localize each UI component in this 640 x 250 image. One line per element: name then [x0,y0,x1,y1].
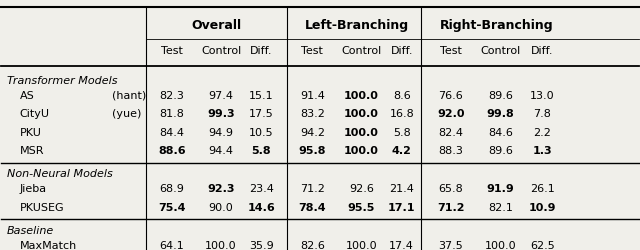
Text: 75.4: 75.4 [158,203,186,213]
Text: Non-Neural Models: Non-Neural Models [7,169,113,179]
Text: (yue): (yue) [113,109,142,119]
Text: 82.3: 82.3 [159,90,184,101]
Text: Test: Test [301,46,323,56]
Text: 14.6: 14.6 [248,203,275,213]
Text: 95.5: 95.5 [348,203,375,213]
Text: MSR: MSR [20,146,44,156]
Text: 100.0: 100.0 [346,240,378,250]
Text: 16.8: 16.8 [389,109,414,119]
Text: PKU: PKU [20,128,42,138]
Text: 35.9: 35.9 [249,240,274,250]
Text: 68.9: 68.9 [159,184,184,194]
Text: Left-Branching: Left-Branching [305,19,409,32]
Text: 91.9: 91.9 [487,184,515,194]
Text: 62.5: 62.5 [530,240,555,250]
Text: Overall: Overall [191,19,242,32]
Text: 82.1: 82.1 [488,203,513,213]
Text: 89.6: 89.6 [488,146,513,156]
Text: Test: Test [161,46,183,56]
Text: 82.4: 82.4 [438,128,463,138]
Text: 95.8: 95.8 [299,146,326,156]
Text: MaxMatch: MaxMatch [20,240,77,250]
Text: 90.0: 90.0 [209,203,234,213]
Text: 17.4: 17.4 [389,240,414,250]
Text: AS: AS [20,90,35,101]
Text: 100.0: 100.0 [205,240,237,250]
Text: 88.6: 88.6 [158,146,186,156]
Text: 13.0: 13.0 [530,90,554,101]
Text: 97.4: 97.4 [209,90,234,101]
Text: 64.1: 64.1 [159,240,184,250]
Text: 99.3: 99.3 [207,109,235,119]
Text: 84.6: 84.6 [488,128,513,138]
Text: Control: Control [341,46,381,56]
Text: 83.2: 83.2 [300,109,324,119]
Text: 94.4: 94.4 [209,146,234,156]
Text: 89.6: 89.6 [488,90,513,101]
Text: Test: Test [440,46,462,56]
Text: 71.2: 71.2 [437,203,465,213]
Text: 100.0: 100.0 [344,90,379,101]
Text: 100.0: 100.0 [344,146,379,156]
Text: 17.5: 17.5 [249,109,274,119]
Text: PKUSEG: PKUSEG [20,203,65,213]
Text: 100.0: 100.0 [344,109,379,119]
Text: 5.8: 5.8 [252,146,271,156]
Text: 100.0: 100.0 [344,128,379,138]
Text: (hant): (hant) [113,90,147,101]
Text: 71.2: 71.2 [300,184,324,194]
Text: 88.3: 88.3 [438,146,463,156]
Text: CityU: CityU [20,109,50,119]
Text: 78.4: 78.4 [298,203,326,213]
Text: 92.0: 92.0 [437,109,465,119]
Text: 8.6: 8.6 [393,90,411,101]
Text: Baseline: Baseline [7,226,54,236]
Text: 94.2: 94.2 [300,128,325,138]
Text: 7.8: 7.8 [533,109,551,119]
Text: 4.2: 4.2 [392,146,412,156]
Text: 92.3: 92.3 [207,184,235,194]
Text: 23.4: 23.4 [249,184,274,194]
Text: 26.1: 26.1 [530,184,555,194]
Text: 99.8: 99.8 [487,109,515,119]
Text: Diff.: Diff. [250,46,273,56]
Text: Control: Control [201,46,241,56]
Text: 2.2: 2.2 [533,128,551,138]
Text: 37.5: 37.5 [438,240,463,250]
Text: Transformer Models: Transformer Models [7,76,118,86]
Text: 15.1: 15.1 [249,90,273,101]
Text: 65.8: 65.8 [438,184,463,194]
Text: 82.6: 82.6 [300,240,324,250]
Text: 94.9: 94.9 [209,128,234,138]
Text: 5.8: 5.8 [393,128,411,138]
Text: 92.6: 92.6 [349,184,374,194]
Text: 21.4: 21.4 [389,184,414,194]
Text: Right-Branching: Right-Branching [440,19,554,32]
Text: 10.9: 10.9 [529,203,556,213]
Text: 1.3: 1.3 [532,146,552,156]
Text: Jieba: Jieba [20,184,47,194]
Text: 81.8: 81.8 [159,109,184,119]
Text: 10.5: 10.5 [249,128,273,138]
Text: 84.4: 84.4 [159,128,184,138]
Text: Diff.: Diff. [390,46,413,56]
Text: 91.4: 91.4 [300,90,324,101]
Text: 76.6: 76.6 [438,90,463,101]
Text: 17.1: 17.1 [388,203,415,213]
Text: Control: Control [481,46,521,56]
Text: Diff.: Diff. [531,46,554,56]
Text: 100.0: 100.0 [485,240,516,250]
